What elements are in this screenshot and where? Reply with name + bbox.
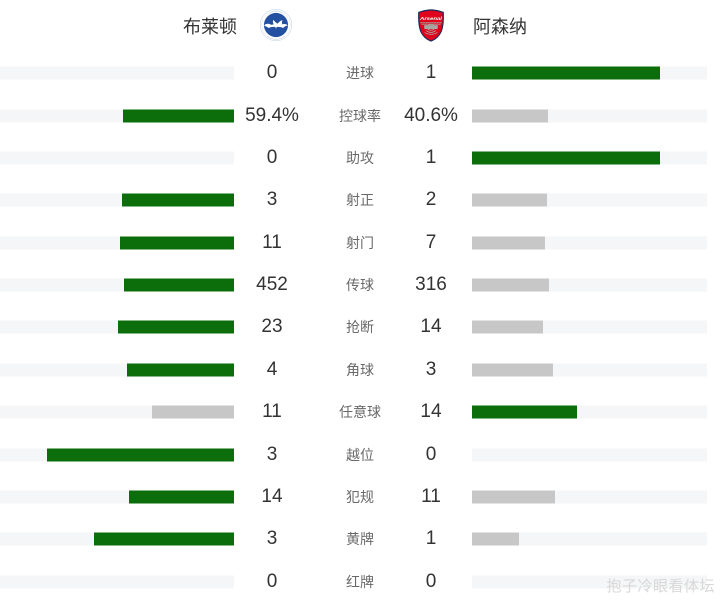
svg-text:Arsenal: Arsenal [419, 16, 443, 21]
